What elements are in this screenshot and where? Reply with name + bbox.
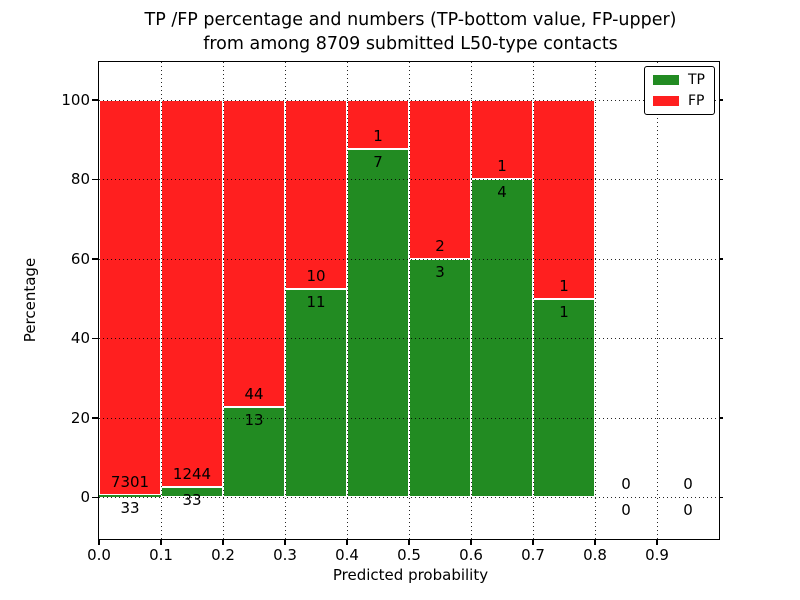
legend-item-fp: FP	[653, 94, 705, 108]
fp-count-label: 10	[306, 267, 326, 286]
y-tick-label: 100	[61, 90, 90, 109]
x-tick-label: 0.8	[583, 546, 607, 564]
fp-count-label: 2	[435, 236, 445, 255]
x-gridline	[409, 62, 410, 539]
tp-count-label: 33	[182, 490, 202, 509]
x-gridline	[223, 62, 224, 539]
fp-count-label: 1	[559, 276, 569, 295]
fp-legend-swatch	[653, 96, 679, 106]
x-tick-mark	[346, 539, 348, 545]
x-tick-label: 0.1	[149, 546, 173, 564]
chart-title: TP /FP percentage and numbers (TP-bottom…	[99, 8, 722, 56]
x-tick-label: 0.6	[459, 546, 483, 564]
fp-legend-label: FP	[688, 93, 705, 109]
x-tick-label: 0.9	[645, 546, 669, 564]
fp-count-label: 1244	[172, 464, 212, 483]
x-gridline	[595, 62, 596, 539]
bar-segment-fp	[471, 99, 533, 180]
bar-segment-tp	[409, 258, 471, 498]
tp-legend-swatch	[653, 75, 679, 85]
y-tick-label: 60	[70, 249, 90, 268]
y-axis-label: Percentage	[21, 257, 39, 343]
fp-count-label: 1	[373, 127, 383, 146]
x-tick-mark	[98, 539, 100, 545]
fp-count-label: 44	[244, 384, 264, 403]
x-tick-mark	[160, 539, 162, 545]
y-tick-mark-right	[719, 258, 723, 260]
tp-count-label: 0	[683, 501, 693, 520]
x-gridline	[285, 62, 286, 539]
bar-segment-tp	[533, 298, 595, 498]
x-tick-label: 0.2	[211, 546, 235, 564]
x-tick-mark	[594, 539, 596, 545]
tp-count-label: 0	[621, 501, 631, 520]
x-gridline	[657, 62, 658, 539]
bar-segment-fp	[99, 99, 161, 496]
tp-count-label: 3	[435, 262, 445, 281]
x-tick-mark	[284, 539, 286, 545]
fp-count-label: 0	[683, 475, 693, 494]
x-gridline	[347, 62, 348, 539]
bar-segment-fp	[347, 99, 409, 150]
fp-count-label: 1	[497, 157, 507, 176]
y-tick-mark	[92, 178, 98, 180]
bar-segment-fp	[223, 99, 285, 407]
legend-item-tp: TP	[653, 73, 705, 87]
x-tick-label: 0.3	[273, 546, 297, 564]
y-tick-mark-right	[719, 417, 723, 419]
y-tick-label: 20	[70, 408, 90, 427]
y-tick-mark	[92, 337, 98, 339]
tp-count-label: 4	[497, 183, 507, 202]
y-tick-label: 40	[70, 329, 90, 348]
tp-count-label: 33	[120, 499, 140, 518]
x-tick-mark	[532, 539, 534, 545]
x-tick-mark	[222, 539, 224, 545]
y-tick-label: 80	[70, 170, 90, 189]
x-gridline	[533, 62, 534, 539]
tp-count-label: 13	[244, 410, 264, 429]
y-tick-label: 0	[80, 488, 90, 507]
x-tick-label: 0.5	[397, 546, 421, 564]
plot-area: TP FP 7301 33 1244 33 44 13 10 11 1 7 2 3 1 4 1 1 0 0 0 0 0 2…	[61, 61, 723, 564]
bar-segment-tp	[223, 406, 285, 498]
x-tick-mark	[408, 539, 410, 545]
bar-segment-tp	[285, 289, 347, 498]
bar-segment-fp	[161, 99, 223, 487]
x-tick-mark	[470, 539, 472, 545]
legend: TP FP	[644, 66, 715, 115]
bar-segment-fp	[285, 99, 347, 290]
x-gridline	[161, 62, 162, 539]
y-tick-mark	[92, 258, 98, 260]
x-axis-label: Predicted probability	[332, 566, 489, 584]
tp-legend-label: TP	[688, 72, 705, 88]
x-tick-label: 0.0	[87, 546, 111, 564]
y-tick-mark-right	[719, 99, 723, 101]
y-tick-mark	[92, 496, 98, 498]
x-gridline	[471, 62, 472, 539]
y-tick-mark	[92, 417, 98, 419]
y-tick-mark-right	[719, 337, 723, 339]
chart-title-line1: TP /FP percentage and numbers (TP-bottom…	[144, 10, 677, 30]
y-tick-mark	[92, 99, 98, 101]
y-tick-mark-right	[719, 178, 723, 180]
fp-count-label: 0	[621, 475, 631, 494]
chart-title-line2: from among 8709 submitted L50-type conta…	[203, 34, 618, 54]
bar-segment-tp	[347, 149, 409, 498]
bar-segment-tp	[99, 495, 161, 498]
fp-count-label: 7301	[110, 473, 150, 492]
x-tick-label: 0.7	[521, 546, 545, 564]
bar-segment-fp	[533, 99, 595, 299]
tp-count-label: 11	[306, 293, 326, 312]
x-tick-mark	[656, 539, 658, 545]
tp-count-label: 7	[373, 153, 383, 172]
tp-count-label: 1	[559, 302, 569, 321]
x-tick-label: 0.4	[335, 546, 359, 564]
y-tick-mark-right	[719, 496, 723, 498]
